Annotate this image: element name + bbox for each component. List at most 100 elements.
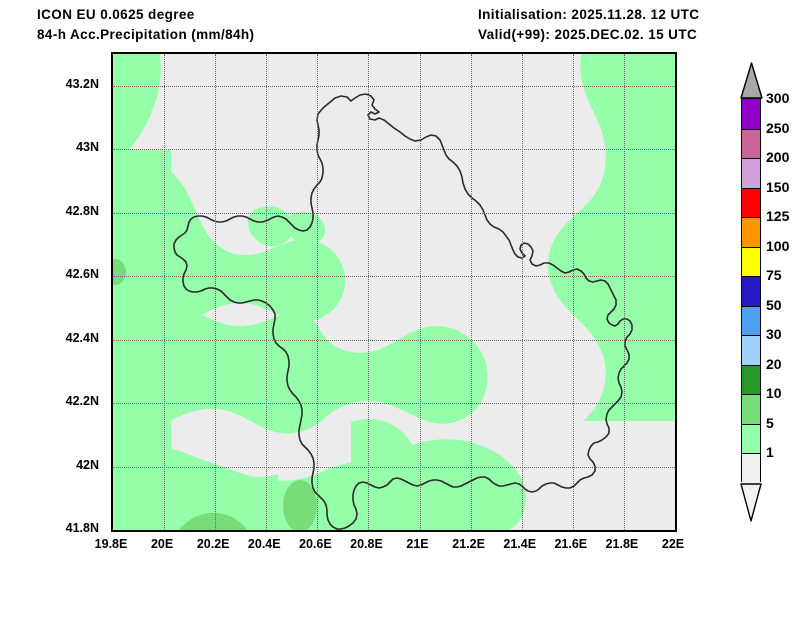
- colorbar-divider: [742, 423, 760, 425]
- colorbar-segment: [742, 217, 760, 247]
- colorbar-label: 30: [766, 326, 782, 343]
- colorbar-divider: [742, 394, 760, 396]
- tick-longitude: [471, 530, 472, 532]
- tick-latitude: [111, 530, 113, 531]
- colorbar-label: 125: [766, 208, 790, 225]
- colorbar-label: 75: [766, 267, 782, 284]
- precip-band-5-10: [113, 259, 317, 530]
- axis-label-latitude: 41.8N: [65, 521, 99, 535]
- colorbar-divider: [742, 335, 760, 337]
- gridline-vertical: [215, 54, 217, 530]
- tick-longitude: [573, 530, 574, 532]
- tick-longitude: [266, 530, 267, 532]
- tick-latitude: [111, 340, 113, 341]
- colorbar-label: 5: [766, 414, 774, 431]
- colorbar-segment: [742, 335, 760, 365]
- tick-latitude: [111, 467, 113, 468]
- gridline-horizontal: [113, 466, 675, 468]
- axis-label-longitude: 19.8E: [94, 537, 128, 551]
- tick-longitude: [164, 530, 165, 532]
- tick-longitude: [317, 530, 318, 532]
- axis-label-longitude: 21.6E: [554, 537, 588, 551]
- colorbar-divider: [742, 305, 760, 307]
- colorbar-divider: [742, 187, 760, 189]
- tick-longitude: [675, 530, 676, 532]
- colorbar-divider: [742, 246, 760, 248]
- colorbar-label: 100: [766, 237, 790, 254]
- map-plot-area: [111, 52, 677, 532]
- gridline-vertical: [572, 54, 574, 530]
- colorbar-segment: [742, 246, 760, 277]
- axis-label-latitude: 42.6N: [65, 267, 99, 282]
- axis-label-longitude: 21.2E: [452, 537, 485, 551]
- gridline-vertical: [317, 54, 319, 530]
- tick-latitude: [111, 403, 113, 404]
- valid-time: Valid(+99): 2025.DEC.02. 15 UTC: [478, 27, 698, 42]
- tick-longitude: [368, 530, 369, 532]
- tick-latitude: [111, 86, 113, 87]
- gridline-horizontal: [113, 339, 675, 341]
- tick-latitude: [111, 213, 113, 214]
- axis-label-longitude: 21.8E: [605, 537, 639, 551]
- colorbar: [741, 98, 761, 483]
- colorbar-segment: [742, 128, 760, 159]
- tick-longitude: [420, 530, 421, 532]
- colorbar-segment: [742, 453, 760, 483]
- gridline-horizontal: [113, 403, 675, 405]
- axis-label-longitude: 20.2E: [196, 537, 230, 551]
- axis-label-longitude: 20.4E: [247, 537, 281, 551]
- tick-longitude: [215, 530, 216, 532]
- axis-label-latitude: 42.8N: [65, 203, 99, 218]
- colorbar-divider: [742, 276, 760, 278]
- axis-label-longitude: 21E: [406, 537, 429, 551]
- gridline-vertical: [419, 54, 421, 530]
- tick-latitude: [111, 276, 113, 277]
- gridline-horizontal: [113, 276, 675, 278]
- gridline-horizontal: [113, 85, 675, 87]
- tick-longitude: [522, 530, 523, 532]
- axis-label-longitude: 22E: [661, 537, 685, 551]
- colorbar-segment: [742, 187, 760, 218]
- colorbar-divider: [742, 128, 760, 130]
- colorbar-segment: [742, 99, 760, 129]
- colorbar-divider: [742, 364, 760, 366]
- colorbar-label: 1: [766, 444, 774, 461]
- tick-latitude: [111, 149, 113, 150]
- colorbar-divider: [742, 453, 760, 455]
- axis-label-latitude: 43N: [76, 140, 99, 155]
- initialisation-time: Initialisation: 2025.11.28. 12 UTC: [478, 7, 700, 22]
- tick-longitude: [624, 530, 625, 532]
- field-title: 84-h Acc.Precipitation (mm/84h): [37, 27, 255, 42]
- axis-label-longitude: 20E: [150, 537, 174, 551]
- gridline-horizontal: [113, 149, 675, 151]
- colorbar-segment: [742, 423, 760, 454]
- colorbar-segment: [742, 364, 760, 395]
- gridline-horizontal: [113, 212, 675, 214]
- colorbar-segment: [742, 394, 760, 424]
- axis-label-longitude: 21.4E: [503, 537, 537, 551]
- colorbar-label: 300: [766, 90, 790, 106]
- colorbar-label: 150: [766, 178, 790, 195]
- colorbar-label: 50: [766, 296, 782, 313]
- colorbar-segment: [742, 276, 760, 306]
- gridline-vertical: [266, 54, 268, 530]
- gridline-vertical: [164, 54, 166, 530]
- axis-label-latitude: 42.4N: [65, 330, 99, 345]
- model-title: ICON EU 0.0625 degree: [37, 7, 195, 22]
- colorbar-underflow-arrow-bottom: [740, 483, 762, 522]
- gridline-vertical: [470, 54, 472, 530]
- tick-longitude: [113, 530, 114, 532]
- colorbar-divider: [742, 217, 760, 219]
- colorbar-segment: [742, 305, 760, 336]
- gridline-vertical: [623, 54, 625, 530]
- axis-label-latitude: 42.2N: [65, 394, 99, 409]
- colorbar-overflow-arrow-top: [739, 62, 763, 99]
- gridline-vertical: [368, 54, 370, 530]
- axis-label-latitude: 42N: [76, 457, 99, 472]
- colorbar-divider: [742, 158, 760, 160]
- gridline-vertical: [521, 54, 523, 530]
- colorbar-label: 200: [766, 149, 790, 166]
- colorbar-segment: [742, 158, 760, 188]
- precipitation-field: [113, 54, 675, 530]
- axis-label-longitude: 20.6E: [299, 537, 332, 551]
